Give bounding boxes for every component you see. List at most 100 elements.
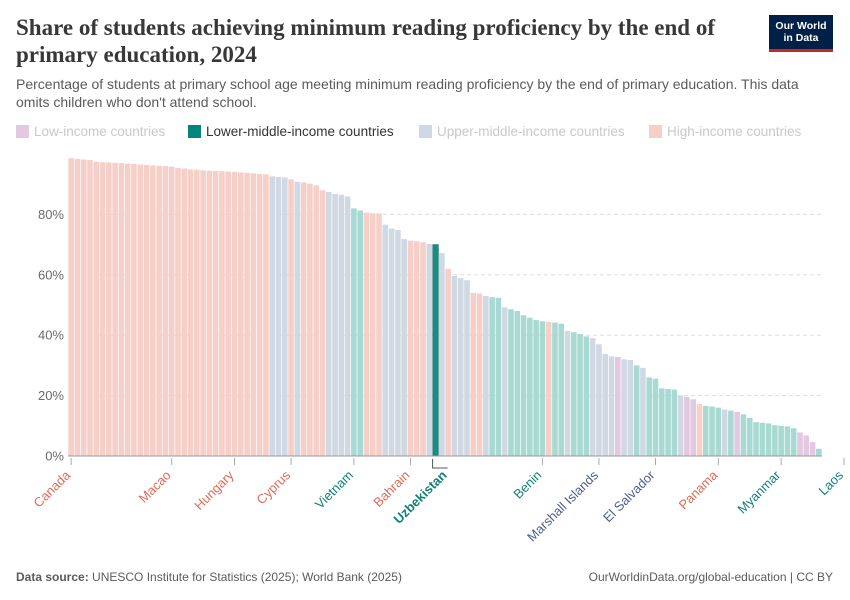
footer-source: Data source: UNESCO Institute for Statis… xyxy=(16,570,402,584)
bar xyxy=(131,163,137,456)
logo-line-2: in Data xyxy=(783,32,819,44)
bar xyxy=(288,179,294,457)
bar xyxy=(552,322,558,456)
bar xyxy=(734,411,740,456)
bar xyxy=(740,414,747,456)
bar xyxy=(564,330,571,456)
legend: Low-income countries Lower-middle-income… xyxy=(16,123,836,141)
bar-highlighted xyxy=(432,244,439,457)
footer-url[interactable]: OurWorldinData.org/global-education | CC… xyxy=(588,570,833,584)
bar xyxy=(690,399,696,456)
y-tick-label: 20% xyxy=(38,388,64,403)
bar xyxy=(194,169,200,457)
bar xyxy=(401,239,407,456)
logo-line-1: Our World xyxy=(775,20,827,32)
bar xyxy=(533,320,539,456)
bar xyxy=(206,170,213,457)
legend-swatch-high-income xyxy=(649,125,662,138)
bar xyxy=(721,409,728,456)
bar xyxy=(476,293,483,456)
bar xyxy=(753,422,759,456)
bar xyxy=(633,365,640,456)
bar xyxy=(652,378,659,456)
bar xyxy=(325,192,332,456)
country-label-hungary: Hungary xyxy=(191,467,237,513)
bar xyxy=(483,295,489,456)
bar xyxy=(696,404,703,456)
bar xyxy=(231,171,238,456)
country-label-panama: Panama xyxy=(676,467,721,512)
bar xyxy=(363,212,370,456)
bar xyxy=(589,338,596,456)
bar xyxy=(395,230,401,456)
bar xyxy=(451,276,458,456)
bar xyxy=(621,359,627,456)
bar xyxy=(351,208,357,456)
bar xyxy=(376,213,382,456)
y-tick-label: 0% xyxy=(45,449,64,464)
bar xyxy=(426,243,433,456)
source-text[interactable]: UNESCO Institute for Statistics (2025); … xyxy=(92,570,402,584)
country-label-cyprus: Cyprus xyxy=(253,467,293,507)
bar xyxy=(457,278,464,456)
bar xyxy=(219,171,225,457)
bar xyxy=(281,177,288,456)
bar xyxy=(212,170,219,457)
bar xyxy=(307,183,313,456)
bar xyxy=(684,396,690,456)
bar xyxy=(74,158,81,456)
bar xyxy=(369,213,376,456)
bar xyxy=(715,407,722,456)
bar xyxy=(677,395,684,456)
legend-swatch-low-income xyxy=(16,125,29,138)
bar xyxy=(332,193,338,456)
bar xyxy=(646,377,652,456)
bar xyxy=(181,168,188,456)
bar xyxy=(790,428,797,456)
highlight-connector xyxy=(432,459,448,469)
legend-label-high-income: High-income countries xyxy=(667,124,802,139)
bar-chart: 0% 20% 40% 60% 80% Canada Macao Hungary Cyprus Vi… xyxy=(30,158,846,545)
bar xyxy=(464,280,470,456)
country-label-benin: Benin xyxy=(510,468,544,502)
bar xyxy=(627,359,634,456)
bar xyxy=(118,163,125,456)
legend-label-lower-middle-income: Lower-middle-income countries xyxy=(206,124,394,139)
bar xyxy=(294,181,301,456)
bar xyxy=(577,333,583,456)
bar xyxy=(300,182,307,456)
y-tick-label: 60% xyxy=(38,267,64,282)
bar xyxy=(200,170,206,457)
owid-logo[interactable]: Our World in Data xyxy=(769,15,833,52)
bar xyxy=(344,196,351,456)
bar xyxy=(256,173,263,456)
bar xyxy=(168,166,175,456)
bar xyxy=(445,268,451,456)
country-label-el-salvador: El Salvador xyxy=(600,467,658,525)
bar xyxy=(124,163,131,456)
bar xyxy=(244,172,250,456)
bar xyxy=(501,307,508,456)
bar xyxy=(615,356,621,456)
bar xyxy=(816,448,822,456)
bar xyxy=(728,410,734,456)
bar xyxy=(319,190,326,457)
chart-subtitle: Percentage of students at primary school… xyxy=(16,76,799,110)
bar xyxy=(640,367,646,456)
bar xyxy=(263,174,269,456)
bar xyxy=(187,169,194,457)
bar xyxy=(809,442,816,456)
chart-title: Share of students achieving minimum read… xyxy=(16,15,715,67)
bar xyxy=(778,425,784,456)
bar xyxy=(470,292,477,456)
bar xyxy=(175,167,181,456)
bar xyxy=(338,194,345,456)
bar xyxy=(269,176,275,456)
bar xyxy=(558,323,565,456)
country-label-vietnam: Vietnam xyxy=(312,468,356,512)
bar xyxy=(99,162,106,457)
bar xyxy=(93,161,100,457)
bar xyxy=(238,172,244,456)
bar xyxy=(746,417,753,456)
country-label-canada: Canada xyxy=(30,467,73,510)
